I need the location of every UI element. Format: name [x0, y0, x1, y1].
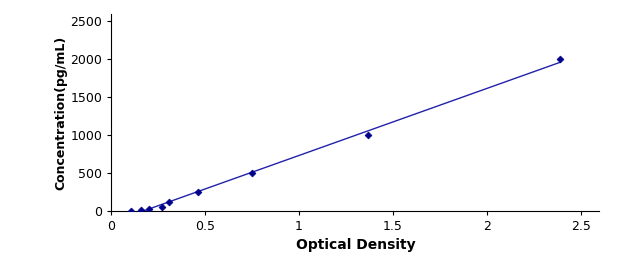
- X-axis label: Optical Density: Optical Density: [295, 238, 415, 251]
- Y-axis label: Concentration(pg/mL): Concentration(pg/mL): [54, 35, 67, 190]
